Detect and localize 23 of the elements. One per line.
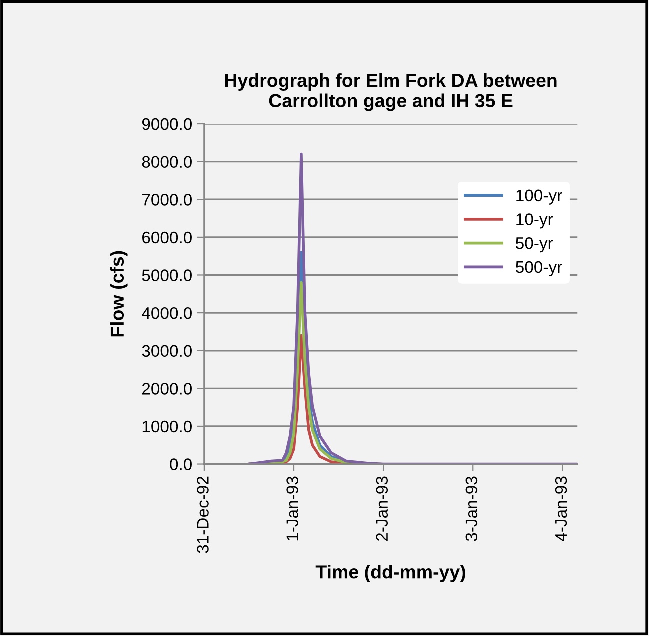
y-tick-label: 5000.0 xyxy=(142,270,192,282)
y-tick-label: 7000.0 xyxy=(142,194,192,206)
x-tick-label: 3-Jan-93 xyxy=(466,476,478,542)
y-tick-label: 4000.0 xyxy=(142,307,192,320)
x-tick-label: 1-Jan-93 xyxy=(286,476,298,541)
legend-label: 500-yr xyxy=(516,261,562,276)
legend-label: 100-yr xyxy=(516,190,562,205)
x-tick-label: 4-Jan-93 xyxy=(555,476,568,542)
x-axis-title: Time (dd-mm-yy) xyxy=(316,565,466,582)
y-tick-label: 8000.0 xyxy=(142,156,192,168)
y-tick-label: 3000.0 xyxy=(142,345,192,358)
y-tick-label: 6000.0 xyxy=(142,232,192,244)
y-axis-title: Flow (cfs) xyxy=(110,251,128,337)
y-tick-label: 1000.0 xyxy=(142,420,192,433)
x-tick-label: 31-Dec-92 xyxy=(197,476,209,554)
legend-label: 10-yr xyxy=(516,214,554,229)
x-tick-label: 2-Jan-93 xyxy=(376,476,388,542)
line-series xyxy=(248,152,578,464)
y-tick-label: 9000.0 xyxy=(142,118,192,130)
y-tick-label: 2000.0 xyxy=(142,383,192,395)
y-tick-label: 0.0 xyxy=(170,458,192,470)
chart-title: Hydrograph for Elm Fork DA between Carrollton gage and IH 35 E xyxy=(225,73,557,112)
legend-label: 50-yr xyxy=(516,238,554,253)
